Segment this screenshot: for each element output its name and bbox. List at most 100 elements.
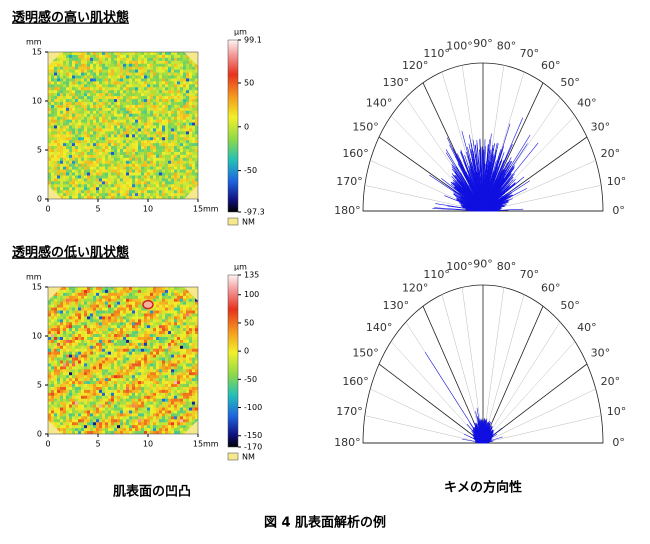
surface-cell [111,84,114,87]
surface-cell [111,143,114,146]
surface-cell [168,123,171,126]
surface-cell [75,349,78,352]
surface-cell [138,143,141,146]
surface-cell [99,419,102,422]
surface-cell [150,187,153,190]
surface-cell [48,137,51,140]
surface-cell [108,343,111,346]
surface-cell [81,416,84,419]
surface-cell [93,384,96,387]
surface-cell [171,81,174,84]
surface-cell [72,84,75,87]
surface-cell [147,346,150,349]
surface-cell [51,111,54,114]
surface-cell [129,78,132,81]
surface-cell [132,402,135,405]
surface-cell [150,84,153,87]
surface-cell [90,328,93,331]
surface-cell [159,117,162,120]
surface-cell [57,123,60,126]
surface-cell [90,325,93,328]
surface-cell [66,331,69,334]
surface-cell [135,111,138,114]
surface-cell [156,149,159,152]
surface-cell [135,61,138,64]
surface-cell [54,64,57,67]
surface-cell [144,158,147,161]
surface-cell [126,296,129,299]
surface-cell [120,387,123,390]
surface-cell [66,325,69,328]
surface-cell [87,99,90,102]
surface-cell [96,81,99,84]
surface-cell [144,396,147,399]
surface-cell [108,55,111,58]
surface-cell [117,311,120,314]
surface-cell [174,175,177,178]
surface-cell [48,393,51,396]
surface-cell [117,328,120,331]
surface-cell [108,387,111,390]
surface-cell [114,52,117,55]
surface-cell [177,81,180,84]
surface-cell [165,146,168,149]
surface-cell [156,67,159,70]
surface-cell [105,322,108,325]
surface-cell [105,384,108,387]
surface-cell [87,67,90,70]
surface-cell [141,396,144,399]
surface-cell [72,167,75,170]
surface-cell [171,64,174,67]
surface-cell [84,358,87,361]
surface-cell [99,361,102,364]
surface-cell [60,308,63,311]
surface-cell [123,73,126,76]
surface-cell [108,149,111,152]
surface-cell [96,99,99,102]
surface-cell [168,70,171,73]
surface-cell [51,328,54,331]
surface-cell [120,181,123,184]
surface-cell [111,366,114,369]
surface-cell [78,328,81,331]
surface-cell [117,131,120,134]
surface-cell [90,99,93,102]
surface-cell [60,93,63,96]
surface-cell [90,61,93,64]
surface-cell [84,287,87,290]
surface-cell [72,140,75,143]
surface-cell [159,76,162,79]
surface-cell [174,167,177,170]
surface-cell [90,287,93,290]
surface-cell [117,355,120,358]
surface-cell [159,131,162,134]
surface-cell [153,90,156,93]
surface-cell [168,67,171,70]
surface-cell [54,396,57,399]
surface-cell [177,90,180,93]
surface-cell [111,76,114,79]
surface-cell [117,337,120,340]
surface-cell [123,170,126,173]
surface-cell [132,126,135,129]
surface-cell [99,99,102,102]
surface-cell [93,361,96,364]
surface-cell [117,55,120,58]
surface-cell [129,337,132,340]
surface-cell [117,399,120,402]
surface-cell [75,387,78,390]
surface-cell [156,81,159,84]
surface-cell [135,90,138,93]
surface-cell [147,387,150,390]
surface-cell [87,319,90,322]
surface-cell [138,422,141,425]
surface-cell [132,61,135,64]
surface-cell [90,337,93,340]
surface-cell [81,343,84,346]
surface-cell [123,128,126,131]
surface-cell [129,293,132,296]
surface-cell [114,170,117,173]
surface-cell [138,193,141,196]
surface-cell [75,143,78,146]
surface-cell [99,381,102,384]
